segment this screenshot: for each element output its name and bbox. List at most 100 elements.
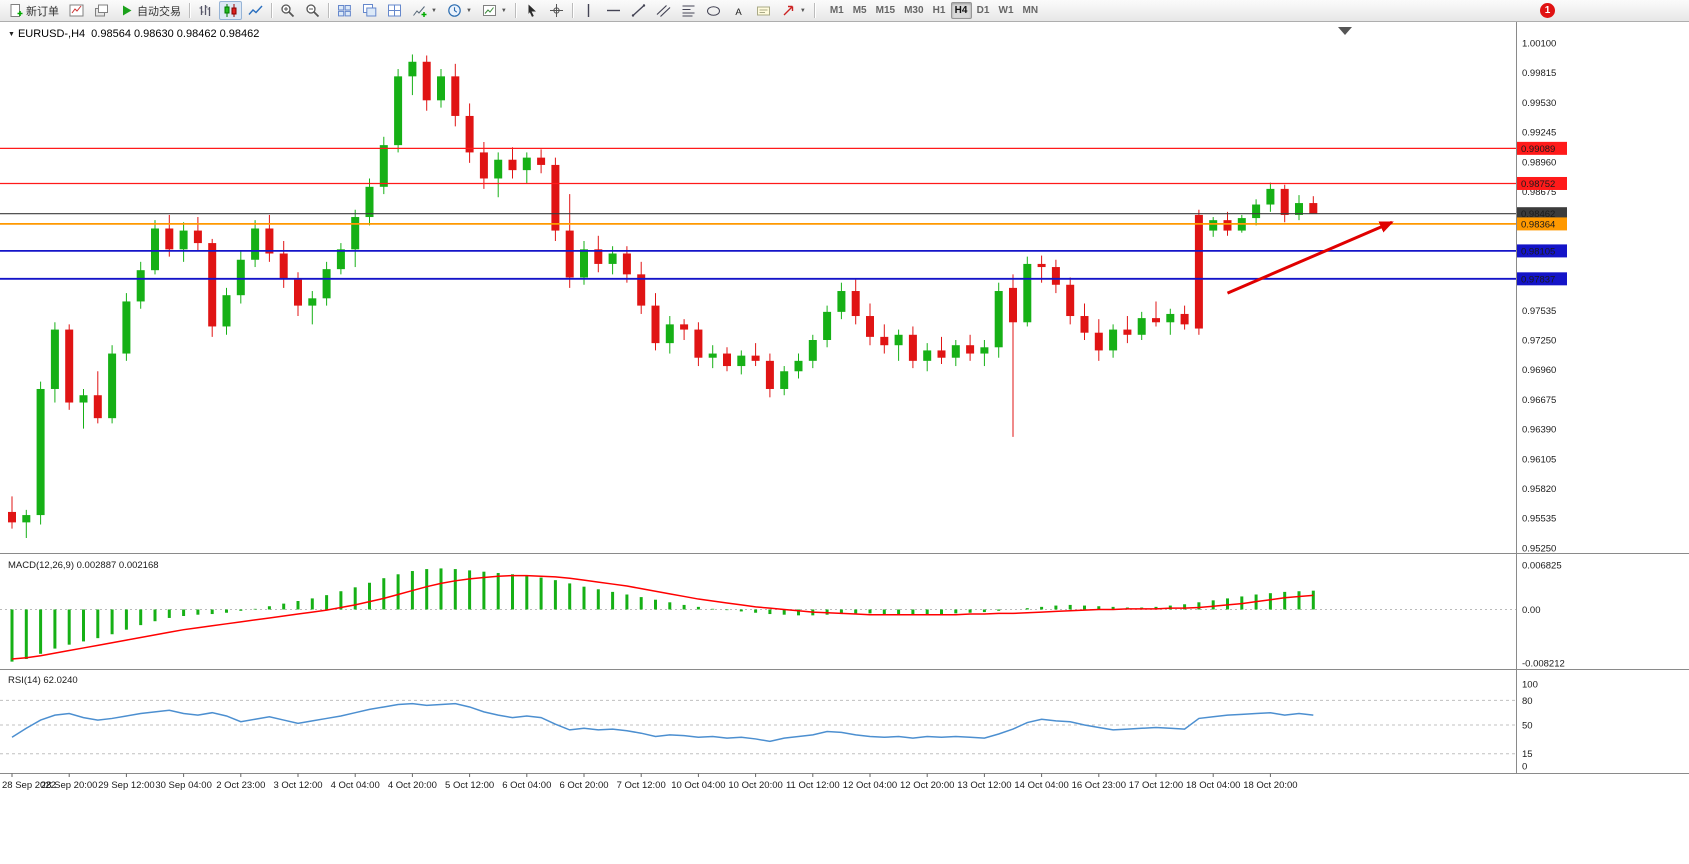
profiles-button[interactable] <box>90 1 113 20</box>
periods-button[interactable]: ▼ <box>443 1 476 20</box>
time-axis-label: 17 Oct 12:00 <box>1129 780 1183 791</box>
timeframe-h4-button[interactable]: H4 <box>950 2 972 19</box>
price-tag <box>1517 207 1567 221</box>
toolbar-separator <box>271 3 272 18</box>
crosshair-button[interactable] <box>545 1 568 20</box>
vertical-line-button[interactable] <box>577 1 600 20</box>
text-button[interactable]: A <box>727 1 750 20</box>
toolbar: 新订单 自动交易 ▼ ▼ ▼ A ▼ M1 M5 M15 M30 H1 H4 D1 W1 MN 1 <box>0 0 1689 22</box>
shapes-button[interactable] <box>702 1 725 20</box>
time-axis-label: 4 Oct 20:00 <box>388 780 437 791</box>
arrows-button[interactable]: ▼ <box>777 1 810 20</box>
time-axis-label: 12 Oct 20:00 <box>900 780 954 791</box>
candle-chart-button[interactable] <box>219 1 242 20</box>
text-icon: A <box>735 7 742 18</box>
time-axis-label: 3 Oct 12:00 <box>273 780 322 791</box>
price-tag-label: 0.97837 <box>1521 274 1555 285</box>
toolbar-separator <box>813 3 815 18</box>
toolbar-buttons: 新订单 自动交易 ▼ ▼ ▼ A ▼ <box>3 0 818 21</box>
timeframe-m1-button[interactable]: M1 <box>826 2 848 19</box>
timeframe-toolbar: M1 M5 M15 M30 H1 H4 D1 W1 MN <box>826 0 1042 21</box>
trend-arrow[interactable] <box>1226 220 1394 295</box>
timeframe-d1-button[interactable]: D1 <box>973 2 994 19</box>
price-tag-label: 0.99089 <box>1521 144 1555 155</box>
price-tag-label: 0.98364 <box>1521 219 1555 230</box>
toolbar-separator <box>571 3 573 18</box>
chart-window-icon <box>69 4 84 17</box>
macd-axis-label: 0.00 <box>1522 605 1541 616</box>
svg-text:A: A <box>735 7 742 18</box>
equidistant-channel-icon <box>656 5 671 17</box>
rsi-axis-label: 15 <box>1522 749 1533 760</box>
candle-chart-icon <box>224 4 237 17</box>
arrange-windows-icon <box>388 4 401 17</box>
rsi-axis-label: 80 <box>1522 696 1533 707</box>
dropdown-caret-icon: ▼ <box>799 7 806 14</box>
new-order-button[interactable]: 新订单 <box>4 1 63 20</box>
time-axis-label: 14 Oct 04:00 <box>1014 780 1068 791</box>
fibonacci-button[interactable] <box>677 1 700 20</box>
price-tag <box>1517 176 1567 190</box>
line-chart-button[interactable] <box>244 1 267 20</box>
time-axis-label: 11 Oct 12:00 <box>786 780 840 791</box>
tile-windows-button[interactable] <box>333 1 356 20</box>
indicators-button[interactable]: ▼ <box>408 1 441 20</box>
price-axis-label: 0.96390 <box>1522 425 1556 436</box>
shapes-icon <box>706 6 720 16</box>
arrange-windows-button[interactable] <box>383 1 406 20</box>
price-tag-label: 0.98462 <box>1521 209 1555 220</box>
equidistant-channel-button[interactable] <box>652 1 675 20</box>
timeframe-m5-button[interactable]: M5 <box>849 2 871 19</box>
bar-chart-button[interactable] <box>194 1 217 20</box>
chart-window-button[interactable] <box>65 1 88 20</box>
trendline-button[interactable] <box>627 1 650 20</box>
time-axis-label: 12 Oct 04:00 <box>843 780 897 791</box>
timeframe-m30-button[interactable]: M30 <box>900 2 927 19</box>
price-tag <box>1517 272 1567 286</box>
timeframe-w1-button[interactable]: W1 <box>995 2 1018 19</box>
zoom-out-button[interactable] <box>301 1 324 20</box>
dropdown-caret-icon: ▼ <box>500 7 507 14</box>
cascade-windows-button[interactable] <box>358 1 381 20</box>
vertical-line-icon <box>587 4 590 17</box>
templates-icon <box>482 5 496 16</box>
zoom-in-button[interactable] <box>276 1 299 20</box>
chart-canvas[interactable]: 1.00100 0.99815 0.99530 0.99245 0.98960 0.986… <box>0 22 1689 859</box>
macd-indicator-label: MACD(12,26,9) 0.002887 0.002168 <box>8 560 159 571</box>
rsi-axis-label: 0 <box>1522 762 1527 773</box>
notification-badge[interactable]: 1 <box>1540 3 1555 18</box>
cursor-button[interactable] <box>520 1 543 20</box>
zoom-in-icon <box>281 4 295 18</box>
macd-axis-label: -0.008212 <box>1522 659 1565 670</box>
chart-shift-marker-icon[interactable] <box>1338 27 1352 35</box>
horizontal-line-button[interactable] <box>602 1 625 20</box>
horizontal-line-icon <box>606 9 620 12</box>
timeframe-mn-button[interactable]: MN <box>1019 2 1043 19</box>
text-label-button[interactable] <box>752 1 775 20</box>
time-axis-label: 10 Oct 04:00 <box>671 780 725 791</box>
zoom-out-icon <box>306 4 320 18</box>
trendline-icon <box>631 4 646 17</box>
time-axis-label: 6 Oct 04:00 <box>502 780 551 791</box>
price-axis-label: 0.96105 <box>1522 454 1556 465</box>
time-axis-label: 28 Sep 20:00 <box>41 780 98 791</box>
price-axis-label: 0.96960 <box>1522 365 1556 376</box>
candlestick-series <box>8 54 1318 538</box>
price-axis-label: 0.98675 <box>1522 187 1556 198</box>
periods-icon <box>448 4 461 17</box>
price-axis-label: 0.97250 <box>1522 336 1556 347</box>
templates-button[interactable]: ▼ <box>478 1 511 20</box>
price-axis-label: 0.99530 <box>1522 98 1556 109</box>
timeframe-m15-button[interactable]: M15 <box>872 2 899 19</box>
autotrading-button[interactable]: 自动交易 <box>115 1 185 20</box>
time-axis-label: 18 Oct 20:00 <box>1243 780 1297 791</box>
macd-axis-label: 0.006825 <box>1522 561 1562 572</box>
rsi-indicator-label: RSI(14) 62.0240 <box>8 675 78 686</box>
timeframe-h1-button[interactable]: H1 <box>929 2 950 19</box>
toolbar-separator <box>514 3 516 18</box>
indicators-icon <box>413 6 427 17</box>
time-axis-label: 28 Sep 2022 <box>2 780 56 791</box>
text-label-icon <box>756 6 770 16</box>
bar-chart-icon <box>199 5 211 16</box>
price-axis-label: 0.97535 <box>1522 306 1556 317</box>
